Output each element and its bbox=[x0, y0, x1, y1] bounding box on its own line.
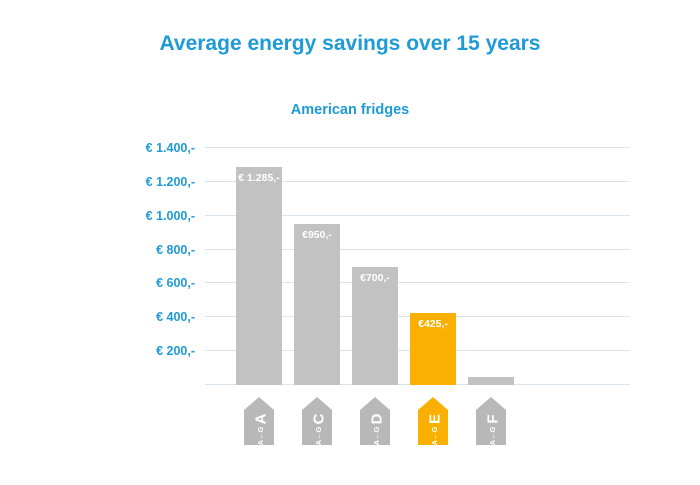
energy-label-cell: C A←G bbox=[288, 397, 346, 445]
energy-label-cell: A A←G bbox=[230, 397, 288, 445]
svg-text:A←G: A←G bbox=[488, 426, 497, 445]
svg-text:D: D bbox=[369, 413, 386, 424]
energy-class-A-icon: A A←G bbox=[244, 397, 274, 445]
energy-class-D-icon: D A←G bbox=[360, 397, 390, 445]
y-tick-label: € 1.200,- bbox=[145, 174, 195, 189]
svg-text:A: A bbox=[253, 413, 270, 424]
chart-title: Average energy savings over 15 years bbox=[159, 32, 541, 55]
bar-value-label: €425,- bbox=[418, 318, 448, 331]
y-tick-label: € 400,- bbox=[156, 310, 195, 325]
svg-text:A←G: A←G bbox=[256, 426, 265, 445]
bar-E: €425,- bbox=[410, 313, 456, 385]
energy-label-cell: F A←G bbox=[462, 397, 520, 445]
plot-area: € 1.285,- €950,- €700,- €425,- bbox=[205, 147, 630, 385]
bars: € 1.285,- €950,- €700,- €425,- bbox=[230, 167, 520, 385]
bar-value-label: € 1.285,- bbox=[238, 172, 280, 185]
svg-text:A←G: A←G bbox=[314, 426, 323, 445]
bar-D: €700,- bbox=[352, 266, 398, 385]
energy-class-F-icon: F A←G bbox=[476, 397, 506, 445]
energy-class-C-icon: C A←G bbox=[302, 397, 332, 445]
gridline bbox=[205, 282, 630, 284]
svg-text:F: F bbox=[485, 414, 502, 423]
y-tick-label: € 1.000,- bbox=[145, 208, 195, 223]
svg-text:A←G: A←G bbox=[372, 426, 381, 445]
bar-chart: € 200,- € 400,- € 600,- € 800,- € 1.000,- € 1… bbox=[100, 141, 700, 445]
y-tick-label: € 600,- bbox=[156, 276, 195, 291]
y-tick-label: € 800,- bbox=[156, 242, 195, 257]
energy-label-cell: D A←G bbox=[346, 397, 404, 445]
bar-C: €950,- bbox=[294, 224, 340, 385]
gridline bbox=[205, 248, 630, 250]
bar-column-A: € 1.285,- bbox=[230, 167, 288, 385]
bar-value-label: €700,- bbox=[360, 271, 390, 284]
gridline bbox=[205, 214, 630, 216]
energy-label-cell: E A←G bbox=[404, 397, 462, 445]
bar-value-label: €950,- bbox=[302, 229, 332, 242]
chart-subtitle: American fridges bbox=[290, 102, 410, 118]
bar-column-E: €425,- bbox=[404, 167, 462, 385]
bar-column-D: €700,- bbox=[346, 167, 404, 385]
gridline bbox=[205, 180, 630, 182]
y-tick-label: € 200,- bbox=[156, 344, 195, 359]
bar-column-C: €950,- bbox=[288, 167, 346, 385]
bar-A: € 1.285,- bbox=[236, 167, 282, 385]
y-tick-label: € 1.400,- bbox=[145, 141, 195, 155]
y-axis: € 200,- € 400,- € 600,- € 800,- € 1.000,- € 1… bbox=[100, 141, 195, 385]
bar-F bbox=[468, 376, 514, 385]
energy-class-E-icon: E A←G bbox=[418, 397, 448, 445]
plot-column: € 1.285,- €950,- €700,- €425,- A A←G C A←G D A←G… bbox=[205, 147, 630, 445]
svg-text:C: C bbox=[311, 413, 328, 424]
svg-text:E: E bbox=[427, 414, 444, 424]
gridline bbox=[205, 147, 630, 148]
x-axis-energy-labels: A A←G C A←G D A←G E A←G F A←G bbox=[230, 397, 630, 445]
svg-text:A←G: A←G bbox=[430, 426, 439, 445]
bar-column-F bbox=[462, 167, 520, 385]
